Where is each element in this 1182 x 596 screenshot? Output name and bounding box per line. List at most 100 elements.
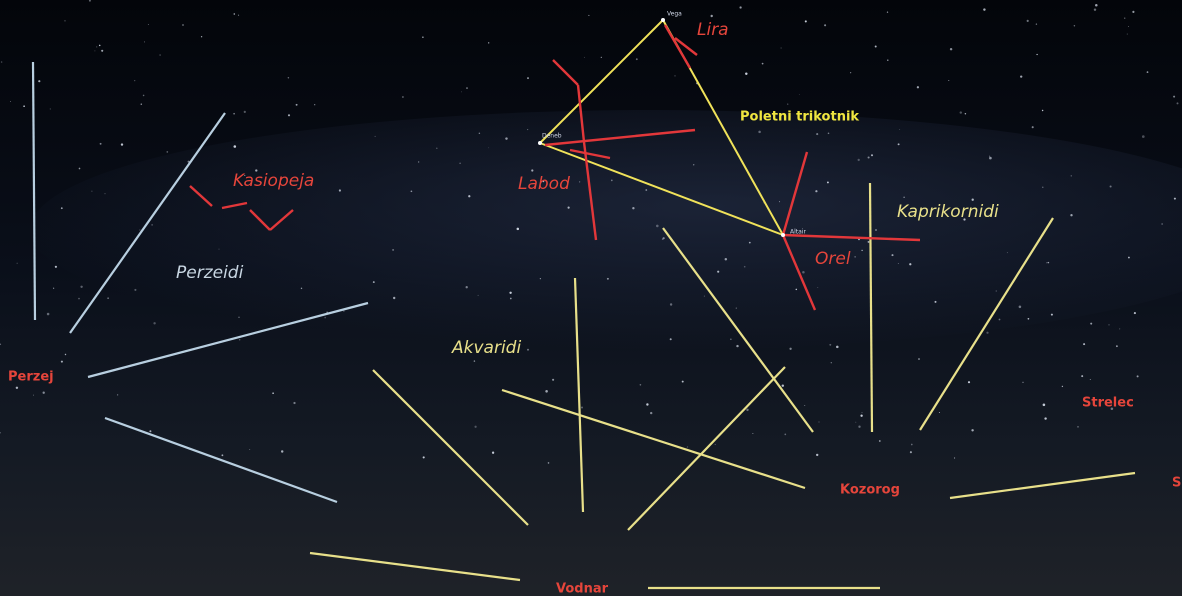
background-star <box>10 101 11 102</box>
background-star <box>909 263 911 265</box>
background-star <box>459 162 461 164</box>
background-star <box>96 46 97 47</box>
background-star <box>965 113 966 114</box>
background-star <box>1161 223 1162 224</box>
background-star <box>548 462 550 464</box>
background-star <box>149 430 151 432</box>
background-star <box>392 249 394 251</box>
background-star <box>996 291 997 292</box>
background-star <box>249 449 250 450</box>
background-star <box>971 429 973 431</box>
background-star <box>588 15 589 16</box>
background-star <box>693 164 694 165</box>
background-star <box>1090 379 1091 380</box>
background-star <box>568 207 570 209</box>
background-star <box>466 87 468 89</box>
background-star <box>1044 417 1046 419</box>
background-star <box>509 292 511 294</box>
background-star <box>153 322 155 324</box>
background-star <box>314 104 315 105</box>
background-star <box>581 406 583 408</box>
background-star <box>989 156 990 157</box>
background-star <box>100 143 102 145</box>
background-star <box>151 224 153 226</box>
background-star <box>423 456 425 458</box>
constellation-label: Lira <box>697 20 729 40</box>
background-star <box>887 12 888 13</box>
background-star <box>799 94 800 95</box>
background-star <box>1173 96 1175 98</box>
background-star <box>787 103 788 104</box>
background-star <box>219 249 220 250</box>
background-star <box>868 156 870 158</box>
sky-map: Vega Deneb Altair Lira Poletni trikotnik… <box>0 0 1182 596</box>
background-star <box>65 20 66 21</box>
background-star <box>474 360 475 361</box>
background-star <box>461 91 462 92</box>
background-star <box>584 57 585 58</box>
background-star <box>646 403 648 405</box>
background-star <box>65 354 66 355</box>
background-star <box>784 434 786 436</box>
background-star <box>411 190 413 192</box>
star-vega <box>661 18 665 22</box>
background-star <box>1074 25 1075 26</box>
background-star <box>134 289 136 291</box>
background-star <box>61 361 63 363</box>
background-star <box>1128 26 1129 27</box>
background-star <box>891 254 893 256</box>
background-star <box>989 157 992 160</box>
background-star <box>804 405 805 406</box>
background-star <box>296 104 298 106</box>
background-star <box>762 63 764 65</box>
constellation-label: Vodnar <box>556 582 609 596</box>
background-star <box>824 24 826 26</box>
background-star <box>898 263 899 264</box>
background-star <box>1019 306 1022 309</box>
background-star <box>1128 257 1130 259</box>
background-star <box>1042 187 1043 188</box>
background-star <box>887 60 888 61</box>
background-star <box>474 426 476 428</box>
constellation-label: Orel <box>815 249 851 269</box>
meteor-shower-label: Akvaridi <box>451 338 521 358</box>
background-star <box>1046 262 1047 263</box>
constellation-label: Labod <box>518 174 570 194</box>
background-star <box>829 344 831 346</box>
background-star <box>80 286 82 288</box>
background-star <box>373 281 375 283</box>
background-star <box>831 362 832 363</box>
background-star <box>1070 214 1072 216</box>
background-star <box>91 191 92 192</box>
background-star <box>78 298 80 300</box>
background-star <box>466 286 468 288</box>
background-star <box>1007 252 1008 253</box>
background-star <box>650 412 652 414</box>
background-star <box>746 409 748 411</box>
background-star <box>744 266 746 268</box>
background-star <box>1043 404 1046 407</box>
background-star <box>301 288 302 289</box>
background-star <box>858 426 860 428</box>
star-label: Vega <box>667 11 682 18</box>
background-star <box>1116 345 1118 347</box>
background-star <box>1081 375 1083 377</box>
background-star <box>552 379 554 381</box>
background-star <box>436 147 438 149</box>
background-star <box>739 6 741 8</box>
background-star <box>238 317 239 318</box>
background-star <box>636 58 638 60</box>
background-star <box>1119 328 1120 329</box>
background-star <box>640 384 642 386</box>
background-star <box>1132 11 1134 13</box>
background-star <box>704 296 705 297</box>
background-star <box>540 278 541 279</box>
background-star <box>238 15 239 16</box>
background-star <box>492 452 494 454</box>
background-star <box>899 129 900 130</box>
background-star <box>948 80 949 81</box>
background-star <box>1036 54 1037 55</box>
background-star <box>903 197 904 198</box>
background-star <box>875 46 877 48</box>
background-star <box>1147 71 1149 73</box>
